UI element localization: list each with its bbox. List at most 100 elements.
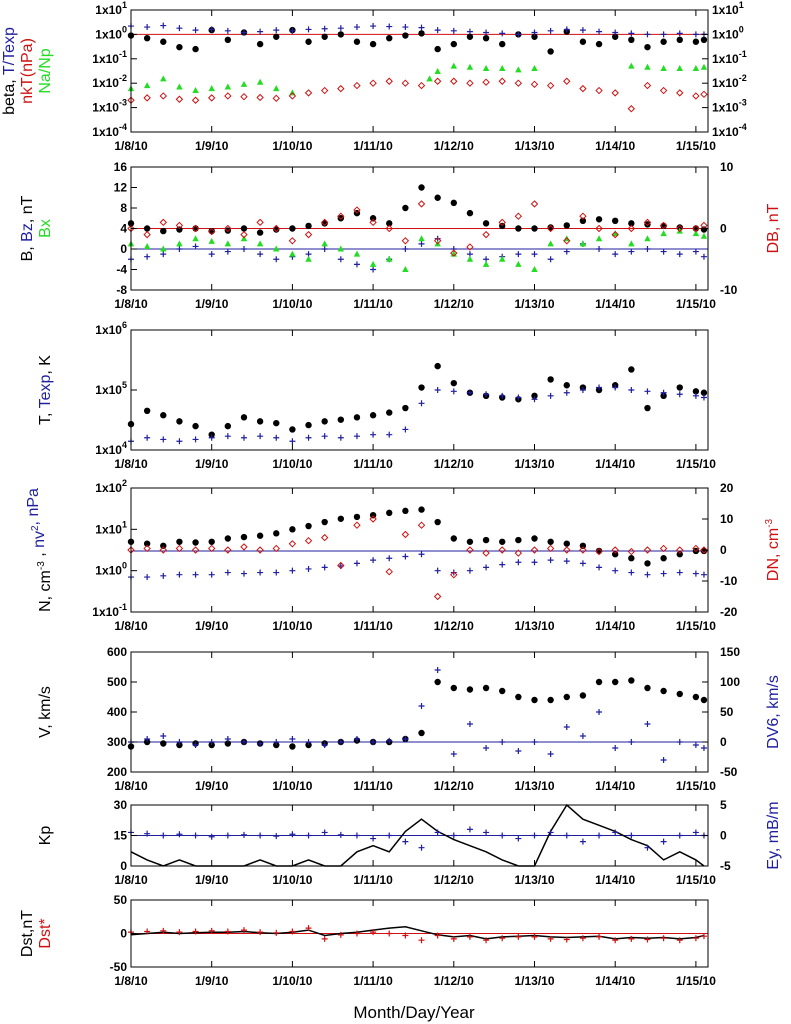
panel-0-series-0-point: [692, 38, 700, 45]
panel-0-series-0-point: [369, 40, 377, 48]
panel-1-series-1-point: [660, 248, 667, 255]
panel-1-series-1-point: [321, 246, 328, 252]
panel-5-series-1-point: [176, 831, 183, 838]
panel-1-series-2-point: [660, 230, 667, 237]
panel-5-series-1-point: [386, 832, 393, 839]
panels-group: 1/8/10 1/9/10 1/10/10 1/11/10 1/12/10 1/13/10…: [1, 0, 782, 988]
panel-1-series-3-point: [224, 224, 232, 233]
panel-5-series-1-point: [337, 831, 344, 838]
panel-6-series-1-point: [305, 925, 312, 932]
panel-1-series-3-point: [191, 224, 200, 233]
panel-0-series-3-point: [385, 77, 393, 85]
panel-6-series-1-point: [612, 937, 619, 944]
panel-3-series-2-point: [514, 549, 523, 557]
panel-2-series-0-point: [700, 389, 708, 396]
panel-1-series-0-point: [450, 199, 457, 207]
panel-3-series-2-point: [627, 547, 636, 556]
panel-3-series-0-point: [531, 535, 538, 542]
panel-0-series-1-point: [450, 27, 457, 34]
panel-1-series-0-point: [273, 226, 280, 233]
panel-1-series-3-point: [272, 224, 280, 233]
panel-3-series-0-point: [418, 506, 425, 513]
panel-1-series-3-point: [207, 227, 216, 236]
panel-3-series-2-point: [175, 544, 184, 553]
panel-0-series-1-point: [660, 31, 667, 38]
panel-5-x-tick-label: 1/12/10: [434, 873, 474, 887]
panel-0-series-3-point: [191, 96, 200, 104]
panel-1-series-0-point: [547, 224, 554, 231]
panel-4-y2-tick-label: 150: [720, 645, 740, 659]
panel-4-series-1-point: [434, 667, 441, 673]
panel-0-series-0-point: [531, 33, 538, 40]
panel-5-x-tick-label: 1/9/10: [195, 873, 229, 887]
panel-6-series-1-point: [224, 928, 231, 935]
panel-2-series-1-point: [208, 434, 215, 441]
panel-6-series-1-point: [370, 929, 377, 936]
panel-3-series-2-point: [320, 533, 329, 542]
panel-1-x-tick-label: 1/14/10: [595, 297, 635, 311]
panel-5-series-1-point: [434, 829, 441, 836]
panel-0-series-0-point: [611, 33, 619, 40]
panel-0-series-0-point: [305, 38, 312, 45]
panel-6-series-1-point: [208, 927, 215, 934]
panel-2-series-1-point: [240, 434, 247, 441]
panel-0-series-3-point: [224, 92, 232, 100]
panel-0-series-3-point: [498, 77, 506, 85]
panel-0-series-3-point: [627, 105, 636, 113]
panel-4-y2-tick-label: 50: [720, 705, 734, 719]
panel-2-series-1-point: [483, 391, 490, 398]
panel-4-series-1-point: [240, 739, 247, 745]
panel-6-series-1-point: [337, 931, 344, 938]
panel-3-series-0-point: [160, 542, 167, 549]
panel-0-series-2-point: [700, 63, 708, 70]
panel-2-series-1-point: [563, 389, 570, 396]
panel-5-y-axis-label: Kp: [37, 826, 54, 846]
panel-6-series-1-point: [644, 936, 651, 943]
panel-2-series-0-point: [676, 384, 683, 391]
panel-1-y2-tick-label: -10: [720, 283, 738, 297]
panel-1-series-3-point: [401, 237, 410, 245]
panel-3-y2-tick-label: 20: [720, 481, 734, 495]
panel-1-series-0-point: [531, 225, 538, 232]
panel-3-series-2-point: [304, 536, 313, 545]
panel-0-series-2-point: [515, 66, 522, 73]
panel-1-series-2-point: [224, 240, 232, 247]
panel-2-series-0-point: [628, 366, 635, 373]
panel-1-series-2-point: [386, 255, 393, 262]
panel-3-series-2-point: [659, 544, 668, 553]
panel-3-series-1-point: [692, 570, 699, 577]
panel-3-series-0-point: [628, 555, 635, 562]
panel-5-x-tick-label: 1/11/10: [353, 873, 393, 887]
panel-1-series-2-point: [531, 266, 538, 272]
panel-0-series-0-point: [192, 45, 199, 53]
panel-5-series-1-point: [483, 829, 490, 836]
panel-3-series-2-point: [676, 546, 684, 554]
panel-5-series-1-point: [370, 835, 377, 842]
panel-3-series-1-point: [466, 567, 473, 574]
panel-1-series-3-point: [659, 221, 668, 230]
panel-6-x-tick-label: 1/13/10: [514, 974, 554, 988]
panel-0-series-1-point: [644, 31, 651, 38]
panel-0-series-1-point: [563, 26, 570, 33]
panel-1-series-2-point: [595, 235, 603, 242]
panel-1-series-1-point: [612, 251, 619, 258]
panel-6-x-tick-label: 1/9/10: [195, 974, 229, 988]
panel-0-y-tick-label: 1x10-1: [92, 49, 127, 66]
panel-2-series-1-point: [289, 438, 296, 445]
panel-0-y-axis-label: beta, T/Texp: [1, 27, 18, 115]
panel-0-series-2-point: [143, 82, 151, 89]
panel-3-series-0-point: [192, 539, 199, 546]
panel-1-series-1-point: [353, 261, 360, 268]
panel-3-series-1-point: [547, 557, 554, 564]
panel-1-series-2-point: [499, 255, 506, 262]
panel-3-series-1-point: [208, 571, 215, 578]
panel-1-series-0-point: [595, 216, 603, 223]
panel-2-series-0-point: [321, 418, 328, 425]
panel-2-y-tick-label: 1x106: [95, 320, 127, 337]
panel-3-series-1-point: [531, 559, 538, 566]
panel-1-series-1-point: [224, 248, 231, 255]
panel-2-series-1-point: [531, 396, 538, 403]
panel-6-series-1-point: [321, 935, 328, 942]
panel-2-series-1-point: [386, 431, 393, 438]
panel-1-x-tick-label: 1/8/10: [114, 297, 148, 311]
